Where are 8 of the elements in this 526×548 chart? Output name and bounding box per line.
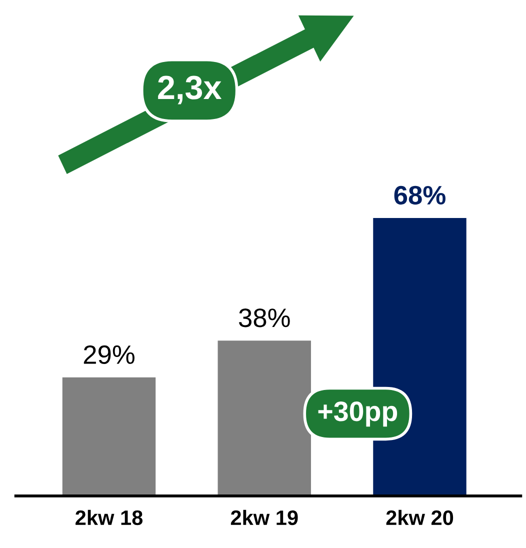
data-label: 38% bbox=[238, 308, 290, 328]
x-tick-label: 2kw 18 bbox=[76, 510, 143, 526]
annotation: +30pp bbox=[318, 402, 398, 427]
x-tick-label: 2kw 19 bbox=[230, 510, 298, 526]
x-tick-label: 2kw 20 bbox=[386, 510, 454, 526]
data-label: 29% bbox=[84, 345, 134, 364]
text: 2,3x bbox=[158, 76, 222, 104]
data-label: 68% bbox=[394, 186, 446, 205]
